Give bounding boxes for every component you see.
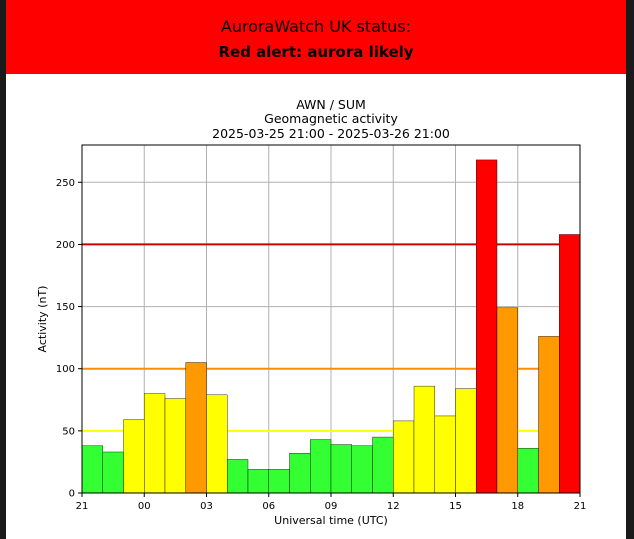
bar-1600 [476, 159, 498, 494]
bar-2100 [81, 445, 103, 494]
y-tick-label: 0 [69, 489, 75, 500]
x-tick-label: 21 [76, 501, 89, 512]
y-tick-label: 150 [56, 302, 75, 313]
x-tick-label: 18 [511, 501, 524, 512]
bar-0600 [268, 469, 290, 494]
bar-2200 [102, 451, 124, 494]
x-tick-label: 12 [387, 501, 400, 512]
bar-1700 [496, 307, 518, 494]
page-frame: AuroraWatch UK status: Red alert: aurora… [6, 0, 626, 539]
bar-0500 [247, 469, 269, 494]
bar-1800 [517, 448, 539, 494]
x-axis-label: Universal time (UTC) [274, 514, 388, 527]
bar-1900 [538, 336, 560, 494]
x-tick-label: 03 [200, 501, 213, 512]
bar-1100 [372, 436, 394, 494]
y-tick-label: 100 [56, 364, 75, 375]
chart-title-line-3: 2025-03-25 21:00 - 2025-03-26 21:00 [212, 126, 450, 141]
bar-1300 [413, 385, 435, 494]
bar-0100 [164, 398, 186, 494]
activity-chart: AWN / SUM Geomagnetic activity 2025-03-2… [36, 97, 587, 527]
y-tick-label: 250 [56, 178, 75, 189]
x-tick-label: 21 [574, 501, 587, 512]
bar-1000 [351, 445, 373, 494]
alert-banner: AuroraWatch UK status: Red alert: aurora… [6, 0, 626, 74]
bar-0800 [310, 439, 332, 494]
x-tick-label: 00 [138, 501, 151, 512]
bar-0700 [289, 453, 311, 494]
bar-0000 [144, 393, 166, 494]
bar-2300 [123, 419, 145, 494]
banner-status: Red alert: aurora likely [218, 43, 414, 61]
chart-title-line-1: AWN / SUM [296, 97, 366, 112]
bar-2000 [559, 234, 581, 494]
y-tick-label: 50 [62, 426, 75, 437]
y-axis-label: Activity (nT) [36, 286, 49, 353]
bar-0300 [206, 394, 228, 494]
bar-1500 [455, 388, 477, 494]
x-tick-label: 06 [262, 501, 275, 512]
chart-title-line-2: Geomagnetic activity [264, 111, 398, 126]
bar-1200 [393, 420, 415, 494]
bar-0400 [227, 459, 249, 494]
y-tick-label: 200 [56, 240, 75, 251]
banner-title: AuroraWatch UK status: [220, 17, 412, 36]
x-tick-label: 15 [449, 501, 462, 512]
bar-0200 [185, 362, 207, 494]
bar-0900 [330, 444, 352, 494]
bar-1400 [434, 415, 456, 494]
x-tick-label: 09 [325, 501, 338, 512]
